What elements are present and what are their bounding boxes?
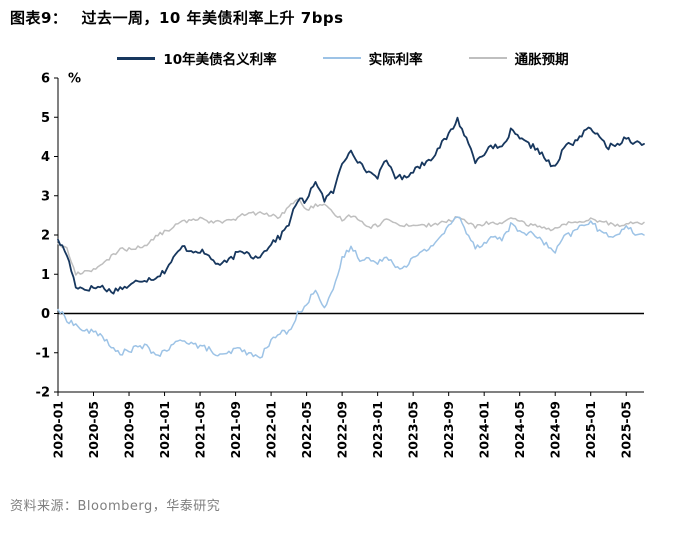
x-axis-tick-label: 2023-01	[370, 401, 385, 458]
x-axis-tick-label: 2025-01	[583, 401, 598, 458]
chart-title-text: 过去一周，10 年美债利率上升 7bps	[81, 9, 344, 27]
chart-title: 图表9： 过去一周，10 年美债利率上升 7bps	[10, 7, 344, 28]
legend-line-nominal	[117, 56, 156, 60]
x-axis-tick-label: 2021-01	[157, 401, 172, 458]
x-axis-tick-label: 2021-05	[193, 401, 208, 458]
source-note: 资料来源：Bloomberg，华泰研究	[10, 499, 221, 514]
x-axis-tick-label: 2022-09	[335, 401, 350, 458]
x-axis-tick-label: 2025-05	[619, 401, 634, 458]
legend-line-expectation	[468, 56, 507, 60]
x-axis-tick-label: 2020-01	[51, 401, 66, 458]
x-axis-tick-label: 2022-05	[299, 401, 314, 458]
x-axis-tick-label: 2021-09	[228, 401, 243, 458]
legend: 10年美债名义利率 实际利率 通胀预期	[0, 48, 686, 68]
y-axis-tick-label: 4	[41, 150, 50, 165]
legend-line-real	[322, 56, 361, 60]
x-axis-tick-label: 2020-09	[122, 401, 137, 458]
y-axis-tick-label: 5	[41, 111, 50, 126]
y-axis-tick-label: 6	[41, 72, 50, 87]
y-axis-tick-label: -2	[36, 386, 50, 401]
chart-title-tag: 图表9：	[10, 9, 68, 27]
legend-item-nominal: 10年美债名义利率	[117, 48, 277, 68]
legend-label-nominal: 10年美债名义利率	[163, 52, 277, 68]
series-line-real	[57, 216, 645, 359]
y-axis-tick-label: -1	[36, 346, 50, 361]
x-axis-tick-label: 2023-05	[406, 401, 421, 458]
x-axis-tick-label: 2020-05	[86, 401, 101, 458]
legend-item-real: 实际利率	[322, 48, 423, 68]
y-axis-unit-label: %	[68, 72, 81, 87]
legend-item-expectation: 通胀预期	[468, 48, 569, 68]
y-axis-tick-label: 3	[41, 189, 50, 204]
y-axis-tick-label: 0	[41, 307, 50, 322]
x-axis-tick-label: 2022-01	[264, 401, 279, 458]
chart-canvas: -2 -1 0 1 2 3 4 5 6 % 2020-01 2020-05 2020-09 2021-01…	[36, 72, 645, 458]
series-line-expectation	[57, 198, 645, 276]
x-axis-tick-label: 2023-09	[441, 401, 456, 458]
y-axis-tick-label: 2	[41, 229, 50, 244]
legend-label-real: 实际利率	[368, 52, 423, 68]
x-axis-tick-label: 2024-05	[512, 401, 527, 458]
x-axis-tick-label: 2024-01	[477, 401, 492, 458]
legend-label-expectation: 通胀预期	[514, 52, 569, 68]
y-axis-tick-label: 1	[41, 268, 50, 283]
series-line-nominal	[57, 116, 645, 295]
x-axis-tick-label: 2024-09	[548, 401, 563, 458]
